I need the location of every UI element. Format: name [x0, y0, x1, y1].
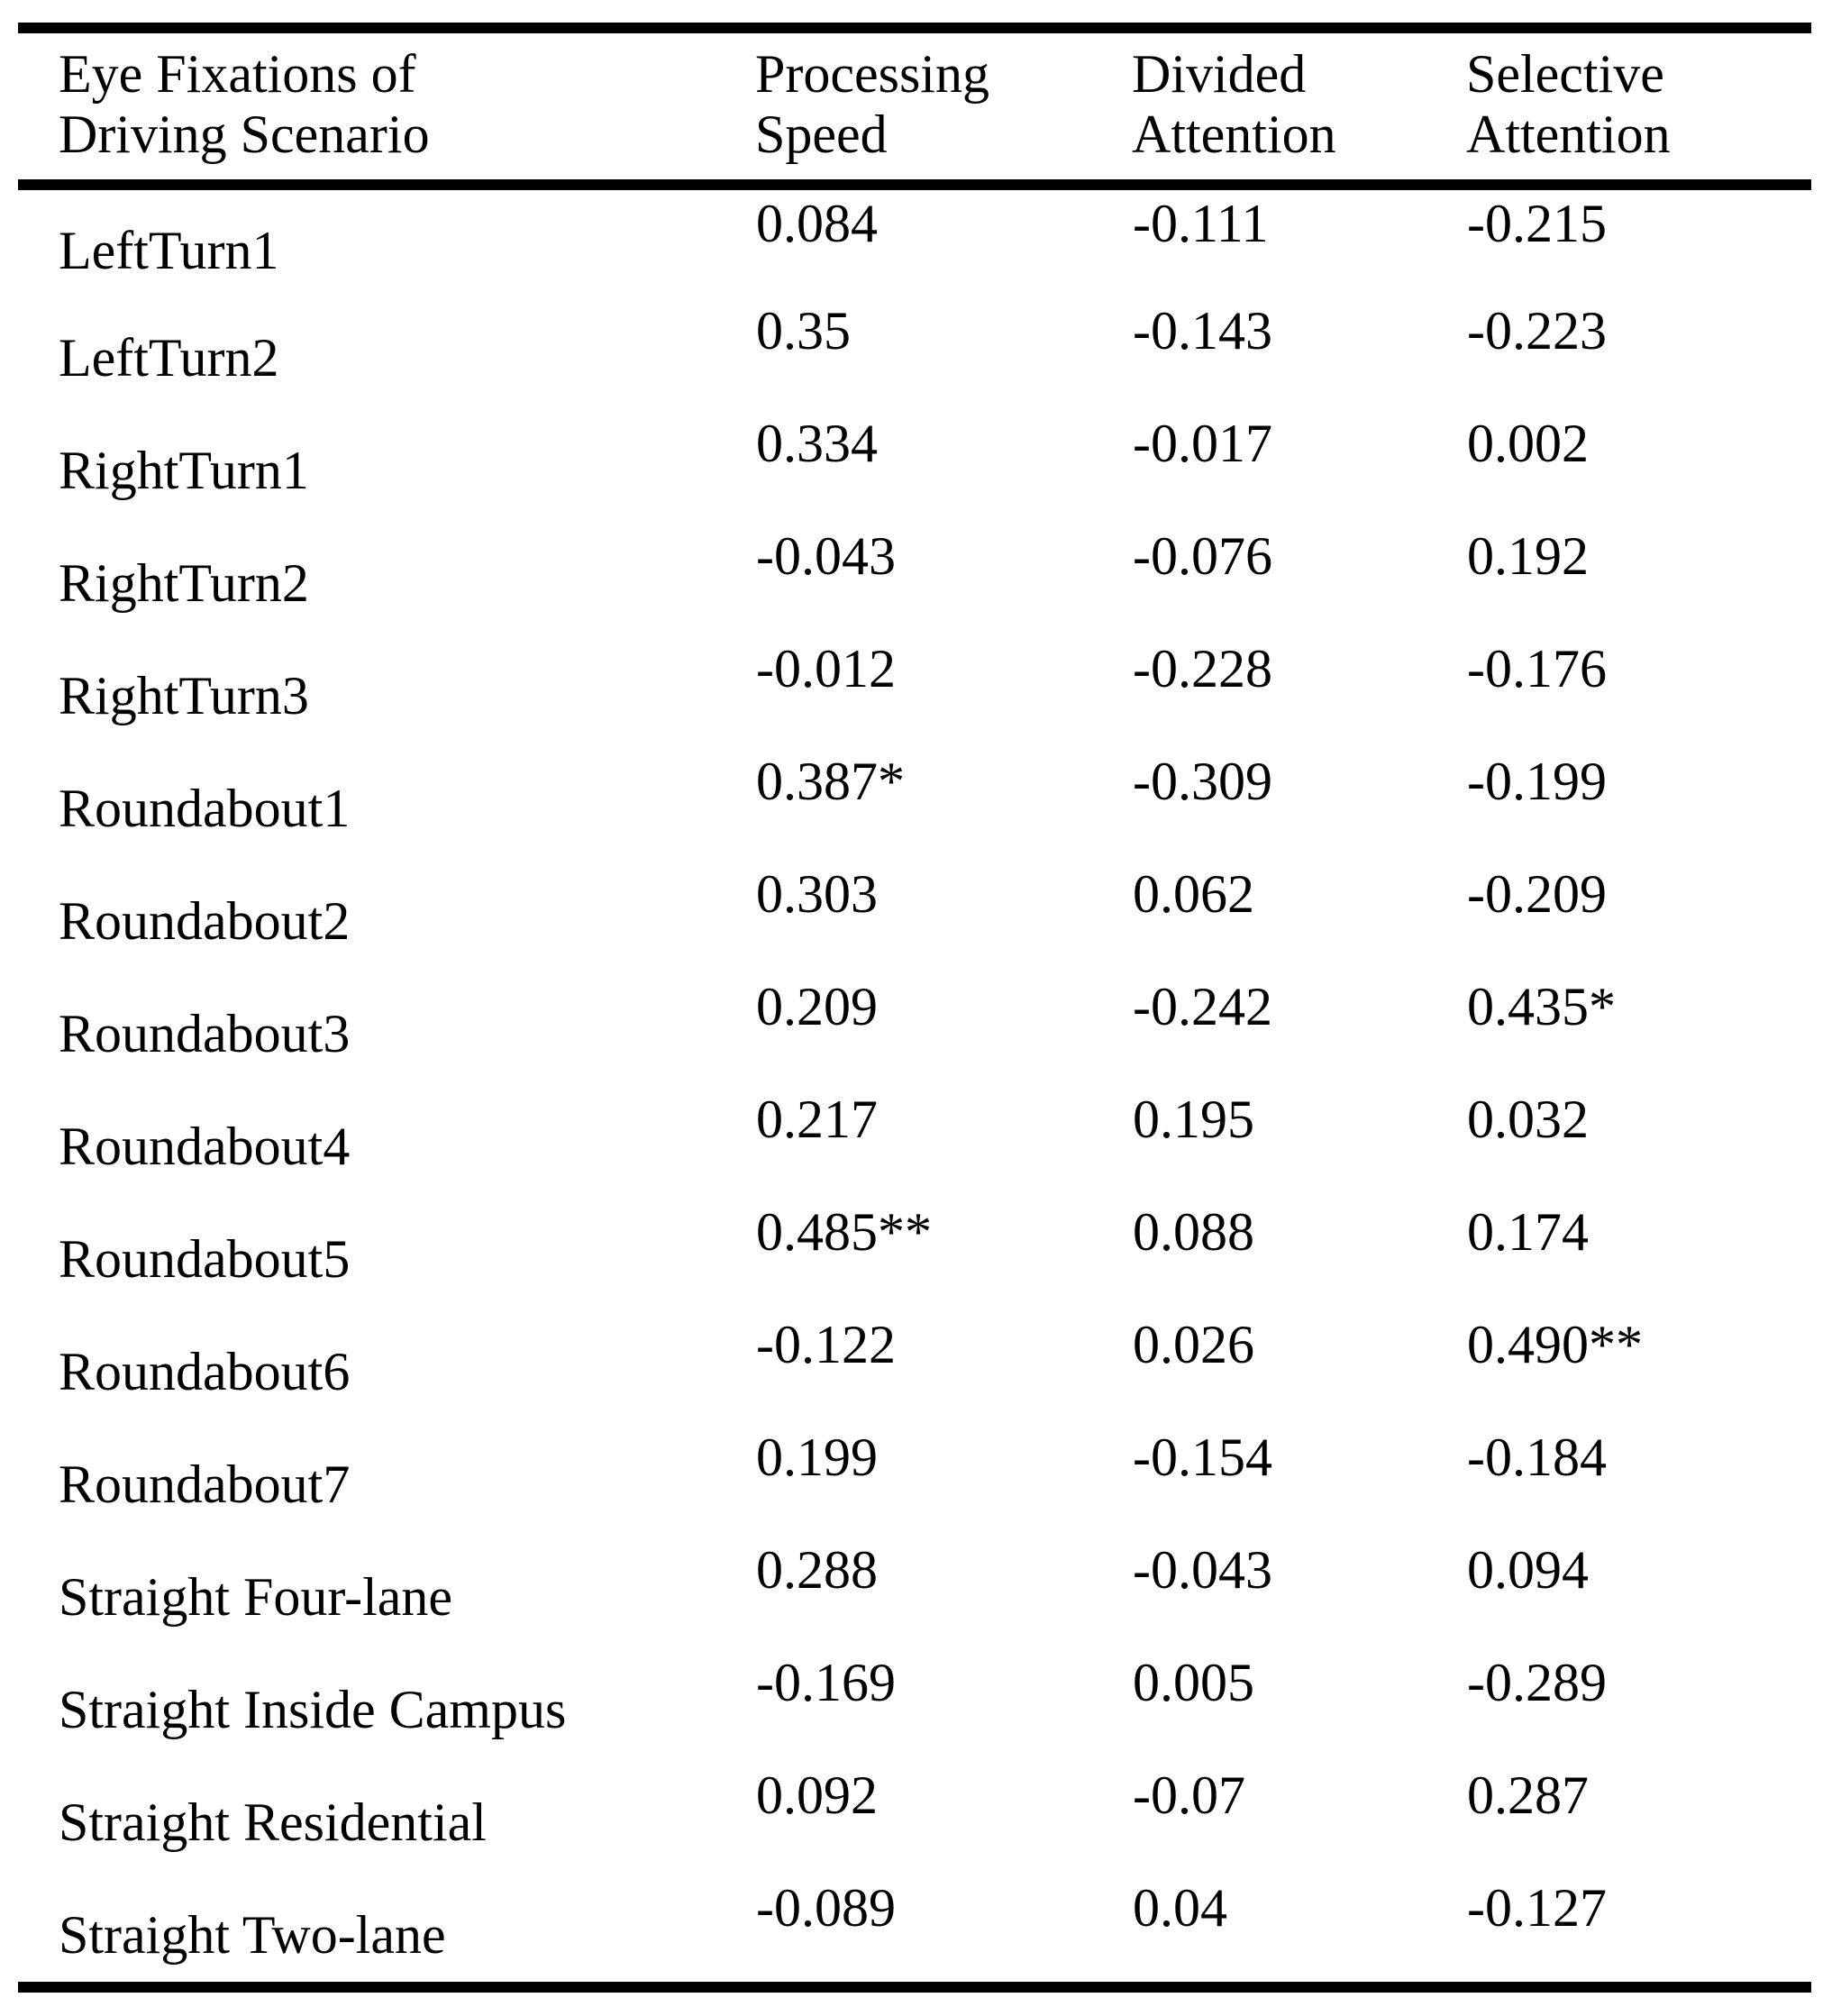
divided-attention-cell: 0.026	[1133, 1315, 1254, 1374]
header-selective-attention-line1: Selective	[1466, 44, 1664, 104]
selective-attention-cell: -0.215	[1467, 194, 1607, 253]
header-processing-speed-line1: Processing	[755, 44, 989, 104]
header-scenario-line2: Driving Scenario	[59, 105, 430, 164]
scenario-cell: Straight Residential	[59, 1793, 487, 1852]
table-row: Roundabout4 0.217 0.195 0.032	[18, 1086, 1811, 1199]
header-selective-attention: Selective Attention	[1466, 28, 1811, 190]
processing-speed-cell: 0.288	[756, 1540, 878, 1600]
selective-attention-cell: 0.094	[1467, 1540, 1589, 1600]
selective-attention-cell: -0.289	[1467, 1653, 1607, 1712]
processing-speed-cell: -0.043	[756, 526, 896, 586]
table-row: Roundabout5 0.485** 0.088 0.174	[18, 1199, 1811, 1311]
scenario-cell: LeftTurn2	[59, 328, 279, 388]
divided-attention-cell: -0.309	[1133, 752, 1272, 811]
selective-attention-cell: 0.002	[1467, 414, 1589, 473]
scenario-cell: LeftTurn1	[59, 221, 279, 280]
correlation-table: Eye Fixations of Driving Scenario Proces…	[18, 23, 1811, 1993]
selective-attention-cell: -0.176	[1467, 639, 1607, 698]
processing-speed-cell: -0.122	[756, 1315, 896, 1374]
processing-speed-cell: 0.199	[756, 1428, 878, 1487]
divided-attention-cell: -0.07	[1133, 1765, 1245, 1825]
divided-attention-cell: -0.143	[1133, 301, 1272, 360]
selective-attention-cell: 0.032	[1467, 1090, 1589, 1149]
header-divided-attention-line1: Divided	[1132, 44, 1307, 104]
header-scenario: Eye Fixations of Driving Scenario	[18, 28, 755, 190]
processing-speed-cell: 0.217	[756, 1090, 878, 1149]
divided-attention-cell: 0.195	[1133, 1090, 1254, 1149]
table-row: RightTurn3 -0.012 -0.228 -0.176	[18, 635, 1811, 748]
table-body: LeftTurn1 0.084 -0.111 -0.215 LeftTurn2 0.35 -…	[18, 185, 1811, 1987]
scenario-cell: Straight Four-lane	[59, 1567, 453, 1627]
selective-attention-cell: 0.490**	[1467, 1315, 1643, 1374]
processing-speed-cell: -0.089	[756, 1878, 896, 1938]
scenario-cell: Roundabout6	[59, 1342, 351, 1401]
selective-attention-cell: -0.184	[1467, 1428, 1607, 1487]
table-row: RightTurn2 -0.043 -0.076 0.192	[18, 523, 1811, 635]
table-row: LeftTurn2 0.35 -0.143 -0.223	[18, 297, 1811, 410]
processing-speed-cell: 0.303	[756, 864, 878, 924]
scenario-cell: Roundabout2	[59, 891, 351, 951]
selective-attention-cell: 0.435*	[1467, 977, 1616, 1036]
processing-speed-cell: 0.485**	[756, 1202, 932, 1262]
table-row: Straight Inside Campus -0.169 0.005 -0.289	[18, 1649, 1811, 1762]
scenario-cell: RightTurn1	[59, 441, 309, 500]
divided-attention-cell: -0.043	[1133, 1540, 1272, 1600]
divided-attention-cell: 0.088	[1133, 1202, 1254, 1262]
table-row: Roundabout7 0.199 -0.154 -0.184	[18, 1424, 1811, 1537]
scenario-cell: Roundabout7	[59, 1455, 351, 1514]
scenario-cell: Roundabout3	[59, 1004, 351, 1063]
scenario-cell: Roundabout1	[59, 779, 351, 838]
header-selective-attention-line2: Attention	[1466, 105, 1671, 164]
scenario-cell: RightTurn3	[59, 666, 309, 725]
divided-attention-cell: -0.017	[1133, 414, 1272, 473]
header-processing-speed-line2: Speed	[755, 105, 888, 164]
divided-attention-cell: -0.228	[1133, 639, 1272, 698]
scenario-cell: RightTurn2	[59, 553, 309, 613]
divided-attention-cell: -0.111	[1133, 194, 1269, 253]
scenario-cell: Straight Two-lane	[59, 1905, 446, 1965]
processing-speed-cell: 0.092	[756, 1765, 878, 1825]
selective-attention-cell: -0.223	[1467, 301, 1607, 360]
selective-attention-cell: 0.192	[1467, 526, 1589, 586]
scenario-cell: Straight Inside Campus	[59, 1680, 567, 1739]
divided-attention-cell: -0.076	[1133, 526, 1272, 586]
processing-speed-cell: -0.012	[756, 639, 896, 698]
selective-attention-cell: 0.287	[1467, 1765, 1589, 1825]
table-row: LeftTurn1 0.084 -0.111 -0.215	[18, 185, 1811, 297]
processing-speed-cell: 0.209	[756, 977, 878, 1036]
scenario-cell: Roundabout4	[59, 1117, 351, 1176]
processing-speed-cell: 0.084	[756, 194, 878, 253]
header-divided-attention-line2: Attention	[1132, 105, 1336, 164]
processing-speed-cell: 0.35	[756, 301, 851, 360]
processing-speed-cell: 0.387*	[756, 752, 905, 811]
header-scenario-line1: Eye Fixations of	[59, 44, 416, 104]
divided-attention-cell: 0.005	[1133, 1653, 1254, 1712]
table-row: Roundabout6 -0.122 0.026 0.490**	[18, 1311, 1811, 1424]
selective-attention-cell: -0.199	[1467, 752, 1607, 811]
divided-attention-cell: -0.242	[1133, 977, 1272, 1036]
selective-attention-cell: -0.209	[1467, 864, 1607, 924]
selective-attention-cell: 0.174	[1467, 1202, 1589, 1262]
table-row: Straight Four-lane 0.288 -0.043 0.094	[18, 1537, 1811, 1649]
header-processing-speed: Processing Speed	[755, 28, 1132, 190]
divided-attention-cell: 0.04	[1133, 1878, 1227, 1938]
divided-attention-cell: 0.062	[1133, 864, 1254, 924]
table-row: Straight Two-lane -0.089 0.04 -0.127	[18, 1875, 1811, 1987]
selective-attention-cell: -0.127	[1467, 1878, 1607, 1938]
table-row: RightTurn1 0.334 -0.017 0.002	[18, 410, 1811, 523]
divided-attention-cell: -0.154	[1133, 1428, 1272, 1487]
scenario-cell: Roundabout5	[59, 1229, 351, 1289]
table-row: Straight Residential 0.092 -0.07 0.287	[18, 1762, 1811, 1875]
table-header: Eye Fixations of Driving Scenario Proces…	[18, 28, 1811, 190]
table-row: Roundabout2 0.303 0.062 -0.209	[18, 861, 1811, 973]
processing-speed-cell: -0.169	[756, 1653, 896, 1712]
header-row: Eye Fixations of Driving Scenario Proces…	[18, 28, 1811, 190]
processing-speed-cell: 0.334	[756, 414, 878, 473]
header-divided-attention: Divided Attention	[1132, 28, 1466, 190]
table-row: Roundabout3 0.209 -0.242 0.435*	[18, 973, 1811, 1086]
table-row: Roundabout1 0.387* -0.309 -0.199	[18, 748, 1811, 861]
